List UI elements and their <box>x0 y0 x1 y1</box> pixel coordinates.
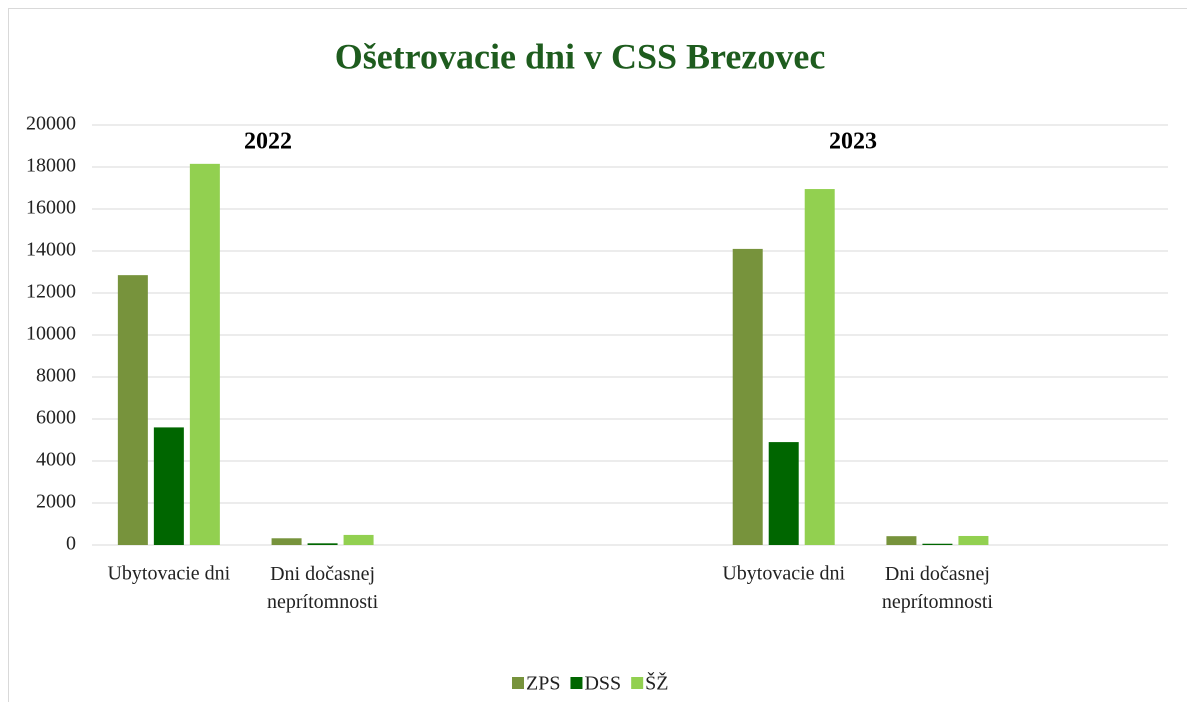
y-tick-label: 0 <box>66 533 76 555</box>
y-tick-label: 20000 <box>26 113 76 135</box>
bar <box>343 534 374 545</box>
legend-label: ŠŽ <box>645 671 668 695</box>
y-tick-label: 12000 <box>26 281 76 303</box>
bar <box>153 427 184 545</box>
bar <box>189 163 220 545</box>
y-tick-label: 4000 <box>36 449 76 471</box>
chart-title: Ošetrovacie dni v CSS Brezovec <box>335 36 826 76</box>
bar <box>732 248 763 545</box>
legend-label: ZPS <box>526 673 560 695</box>
legend-swatch <box>570 677 583 689</box>
x-tick-label: Ubytovacie dni <box>722 563 845 585</box>
bar <box>117 275 148 545</box>
y-tick-label: 10000 <box>26 323 76 345</box>
y-tick-label: 2000 <box>36 491 76 513</box>
bar <box>768 442 799 545</box>
y-tick-label: 6000 <box>36 407 76 429</box>
bar <box>804 189 835 546</box>
bar <box>958 535 989 545</box>
annotation: 2022 <box>244 129 292 155</box>
legend-swatch <box>512 677 524 689</box>
y-tick-label: 16000 <box>26 197 76 219</box>
bar <box>307 543 338 545</box>
bar <box>886 536 917 545</box>
legend-label: DSS <box>584 673 621 695</box>
chart-frame <box>8 8 1187 702</box>
bar <box>922 543 953 545</box>
legend-swatch <box>631 677 644 689</box>
x-tick-label: Dni dočasnej neprítomnosti <box>882 563 994 613</box>
x-tick-label: Ubytovacie dni <box>107 563 230 585</box>
bar <box>271 538 302 545</box>
y-tick-label: 14000 <box>26 239 76 261</box>
x-tick-label: Dni dočasnej neprítomnosti <box>267 563 379 613</box>
y-tick-label: 8000 <box>36 365 76 387</box>
annotation: 2023 <box>829 129 877 155</box>
y-tick-label: 18000 <box>26 155 76 177</box>
